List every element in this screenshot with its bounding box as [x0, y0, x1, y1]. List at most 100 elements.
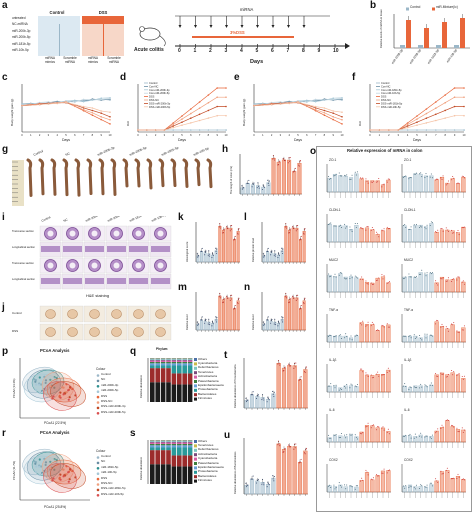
tick-label: 8: [324, 133, 326, 137]
dot: [437, 285, 438, 286]
dot: [263, 325, 264, 326]
dot: [245, 483, 246, 484]
dot: [430, 335, 431, 336]
dot: [431, 438, 432, 439]
data-point: [324, 110, 326, 112]
dot: [345, 387, 346, 388]
dot: [410, 229, 411, 230]
y-axis-label: The length of colon (cm): [229, 166, 233, 194]
dot: [357, 223, 358, 224]
bar: [277, 323, 280, 330]
bar: [445, 470, 449, 492]
dot: [333, 276, 334, 277]
dot: [435, 478, 436, 479]
bar: [338, 336, 342, 342]
tissue-strip: [85, 246, 104, 252]
panel-k-chart: Histological score: [184, 216, 244, 278]
data-point: [100, 112, 102, 114]
data-point: [190, 117, 192, 119]
stack-segment: [177, 360, 182, 361]
stack-segment: [188, 362, 193, 363]
legend-label: DSS: [101, 395, 107, 399]
dot: [219, 226, 220, 227]
dot: [443, 277, 444, 278]
panel-label-c: c: [2, 72, 8, 83]
sample-point: [38, 466, 40, 468]
dot: [360, 323, 361, 324]
dot: [367, 226, 368, 227]
data-point: [172, 127, 174, 129]
dot: [356, 335, 357, 336]
tick-label: 7: [199, 133, 201, 137]
data-point: [341, 111, 343, 113]
dot: [437, 376, 438, 377]
dot: [351, 435, 352, 436]
mirna-label: miRNA: [240, 7, 253, 12]
data-point: [92, 110, 94, 112]
dot: [262, 189, 263, 190]
data-point: [253, 105, 255, 107]
dot: [352, 175, 353, 176]
legend-label: DSS-NC: [381, 98, 391, 102]
data-point: [74, 104, 76, 106]
dot: [340, 334, 341, 335]
dot: [365, 470, 366, 471]
dot: [301, 376, 302, 377]
dot: [456, 428, 457, 429]
dot: [424, 486, 425, 487]
data-point: [83, 101, 85, 103]
legend-label: Con-miR-200b-5p: [149, 91, 170, 95]
x-axis-label: Days: [178, 138, 186, 142]
bar: [293, 366, 297, 408]
dot: [296, 230, 297, 231]
dot: [430, 437, 431, 438]
bar: [215, 319, 218, 330]
dot: [371, 427, 372, 428]
dot: [414, 224, 415, 225]
data-point: [341, 123, 343, 125]
dot: [290, 365, 291, 366]
dot: [344, 337, 345, 338]
dot: [403, 436, 404, 437]
mrna-subpanel: COX2: [396, 456, 468, 504]
bar: [298, 163, 302, 194]
x-axis-label: Days: [413, 138, 421, 142]
mirna-arrowhead: [256, 25, 259, 28]
dot: [335, 387, 336, 388]
data-point: [199, 129, 201, 131]
stack-segment: [188, 447, 193, 455]
dot: [341, 227, 342, 228]
dot: [278, 164, 279, 165]
data-point: [463, 106, 465, 108]
dot: [344, 484, 345, 485]
dot: [430, 272, 431, 273]
stack-segment: [177, 362, 182, 363]
stack-segment: [155, 362, 160, 363]
dot: [257, 182, 258, 183]
panel-label-g: g: [2, 144, 8, 155]
dot: [464, 376, 465, 377]
dot: [403, 485, 404, 486]
dot: [328, 273, 329, 274]
dot: [436, 480, 437, 481]
bar: [277, 162, 281, 194]
dot: [356, 174, 357, 175]
stack-segment: [155, 365, 160, 368]
bar: [230, 228, 233, 262]
dot: [262, 479, 263, 480]
colon: [40, 160, 43, 194]
y-axis-label: Body weight gain (g): [242, 99, 246, 126]
dot: [415, 174, 416, 175]
bar: [282, 449, 286, 494]
y-axis-label: Relative protein level: [251, 237, 255, 262]
tissue: [112, 310, 122, 319]
gene-label: TNF-α: [404, 308, 413, 312]
dot: [459, 332, 460, 333]
dot: [351, 275, 352, 276]
dot: [272, 158, 273, 159]
dot: [297, 295, 298, 296]
dot: [447, 376, 448, 377]
dot: [345, 278, 346, 279]
stack-segment: [177, 447, 182, 455]
